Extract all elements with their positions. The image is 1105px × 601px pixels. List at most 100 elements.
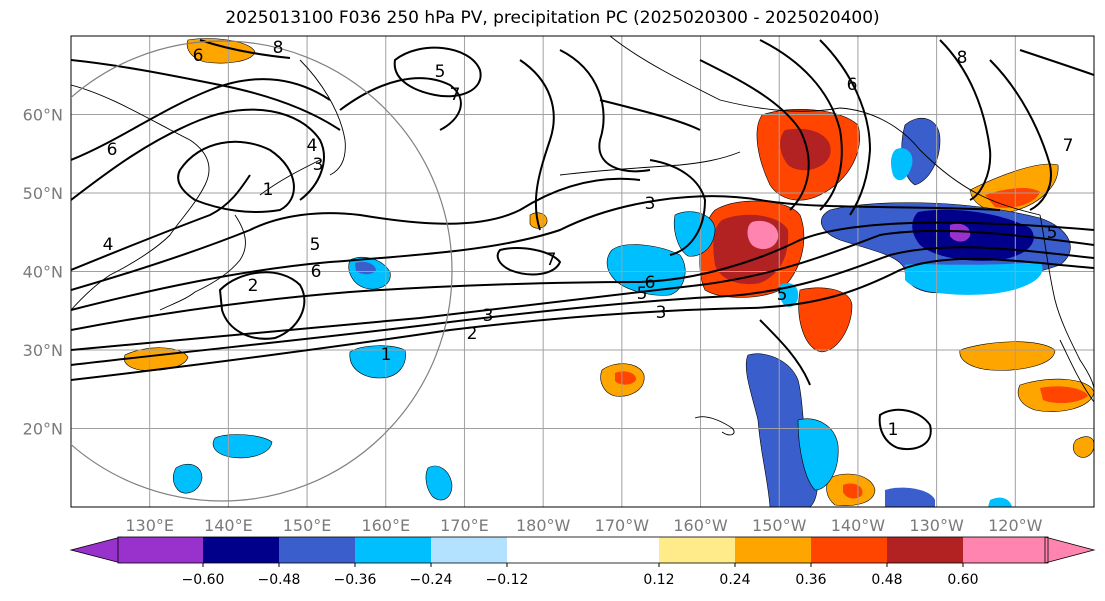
precip-pos-baja-inner <box>1040 386 1088 404</box>
coast-kamchatka <box>299 59 346 176</box>
precip-pos-subtrop <box>959 341 1056 371</box>
coastlines <box>71 36 1094 436</box>
lon-tick-label: 150°W <box>752 516 807 535</box>
pv-contour-label: 5 <box>1047 223 1058 243</box>
precip-neg-south-2 <box>172 463 203 494</box>
pv-contour-label: 5 <box>310 235 321 255</box>
lon-tick-label: 140°W <box>831 516 886 535</box>
lat-tick-label: 30°N <box>23 341 63 360</box>
precip-neg-trop <box>745 353 819 507</box>
chart-title: 2025013100 F036 250 hPa PV, precipitatio… <box>225 8 880 28</box>
precip-neg-south-1 <box>349 345 406 379</box>
pv-contour-label: 6 <box>847 75 858 95</box>
coast-hawaii <box>694 416 735 436</box>
pv-contour-label: 7 <box>1063 136 1074 156</box>
pv-contour-label: 8 <box>273 38 284 58</box>
lon-tick-label: 170°E <box>440 516 489 535</box>
precip-pos-north-inner <box>780 128 831 171</box>
lon-tick-label: 160°W <box>673 516 728 535</box>
pv-contour <box>218 271 306 340</box>
pv-contour-label: 3 <box>656 303 667 323</box>
pv-contour-label: 8 <box>957 48 968 68</box>
coast-kurils <box>259 159 321 196</box>
coast-asia <box>71 84 210 311</box>
colorbar-bin <box>811 537 887 563</box>
precip-neg-trop-outer <box>797 418 839 491</box>
region-circle <box>71 40 453 502</box>
pv-contour-label: 6 <box>645 273 656 293</box>
colorbar-bin <box>887 537 963 563</box>
colorbar-bin <box>659 537 735 563</box>
pv-contour <box>71 229 1094 351</box>
lon-tick-label: 120°W <box>988 516 1043 535</box>
pv-contour <box>71 246 1094 366</box>
precip-neg-trop-outer2 <box>885 487 935 507</box>
pv-contour-label: 7 <box>546 250 557 270</box>
pv-contour-label: 1 <box>888 420 899 440</box>
lon-tick-label: 170°W <box>595 516 650 535</box>
pv-contour <box>71 195 1001 311</box>
pv-contour-label: 3 <box>483 306 494 326</box>
pv-contour <box>519 59 555 231</box>
colorbar-bin <box>963 537 1048 563</box>
lon-labels: 130°E 140°E 150°E 160°E 170°E 180°W 170°W 160°W… <box>125 516 1042 535</box>
lat-labels: 20°N 30°N 40°N 50°N 60°N <box>23 106 63 439</box>
colorbar-frame <box>117 536 1049 564</box>
colorbar-bin <box>431 537 507 563</box>
pv-contour-label: 6 <box>107 140 118 160</box>
precip-pos-east <box>798 287 853 353</box>
pv-contour <box>177 140 295 213</box>
pv-contour <box>699 59 810 211</box>
pv-contour <box>759 319 811 386</box>
coast-aleutians <box>559 151 741 176</box>
pv-contour-label: 5 <box>777 285 788 305</box>
pv-contour <box>71 174 251 271</box>
colorbar-tick-label: −0.36 <box>334 572 377 588</box>
precip-neg-alaska-outer <box>890 148 913 181</box>
colorbar-bin <box>203 537 279 563</box>
colorbar <box>69 536 1096 564</box>
pv-contour <box>71 108 325 201</box>
precip-pos-max <box>747 220 779 250</box>
pv-contour <box>71 59 341 131</box>
colorbar-bin <box>507 537 659 563</box>
colorbar-tick-label: 0.36 <box>795 572 826 588</box>
colorbar-tick-label: 0.48 <box>871 572 902 588</box>
pv-contour <box>989 59 1052 211</box>
lon-tick-label: 160°E <box>361 516 410 535</box>
colorbar-bin <box>279 537 355 563</box>
precip-pos-hawaii-inner <box>615 371 637 385</box>
lat-tick-label: 50°N <box>23 184 63 203</box>
precip-neg-south-3 <box>212 434 273 459</box>
map-frame <box>70 35 1095 508</box>
pv-contour-label: 7 <box>450 85 461 105</box>
pv-contour-label: 5 <box>435 62 446 82</box>
coast-japan <box>159 214 246 311</box>
pv-contour-label: 6 <box>311 262 322 282</box>
colorbar-tick-label: 0.24 <box>719 572 750 588</box>
colorbar-tick-label: 0.12 <box>643 572 674 588</box>
pv-contours <box>71 39 1094 450</box>
colorbar-tick-labels: −0.60 −0.48 −0.36 −0.24 −0.12 0.12 0.24 0.36 0.4… <box>182 563 979 588</box>
pv-contour <box>71 177 641 291</box>
precip-neg-min <box>950 223 971 242</box>
lat-tick-label: 60°N <box>23 106 63 125</box>
pv-contour-label: 3 <box>313 155 324 175</box>
lon-tick-label: 180°W <box>516 516 571 535</box>
coast-alaska <box>609 36 1041 216</box>
colorbar-extend-min <box>69 536 122 564</box>
pv-contour <box>393 46 482 98</box>
precip-neg-north-bc <box>988 497 1012 507</box>
pv-contour <box>71 78 331 161</box>
colorbar-tick-label: −0.12 <box>486 572 529 588</box>
pv-contour-label: 4 <box>307 136 318 156</box>
precip-neg-coast-outer <box>905 262 1043 295</box>
precip-neg-mid-2 <box>673 211 716 257</box>
lon-tick-label: 130°W <box>909 516 964 535</box>
pv-contour-label: 2 <box>467 324 478 344</box>
colorbar-tick-label: −0.60 <box>182 572 225 588</box>
pv-contour <box>339 77 462 131</box>
pv-contour <box>71 257 1094 381</box>
